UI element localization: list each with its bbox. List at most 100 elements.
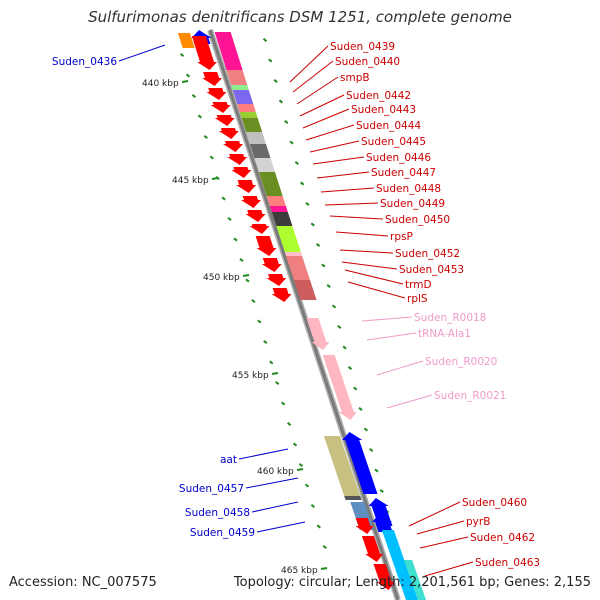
gene-label-reverse[interactable]: Suden_0446 <box>366 152 431 164</box>
gene-label-reverse[interactable]: Suden_0439 <box>330 41 395 53</box>
gene-label-reverse[interactable]: smpB <box>340 72 370 84</box>
gene-band-5[interactable] <box>239 112 258 118</box>
tick-dot <box>300 181 305 186</box>
gene-bar-suden-0436[interactable] <box>177 33 195 48</box>
label-leader <box>292 60 334 93</box>
gene-band-12[interactable] <box>269 206 288 212</box>
scale-label: 450 kbp <box>203 273 240 283</box>
gene-label-reverse[interactable]: Suden_0450 <box>385 214 450 226</box>
gene-label-reverse[interactable]: Suden_0442 <box>346 90 411 102</box>
gene-arrow-reverse-15[interactable] <box>266 274 287 286</box>
gene-band-14[interactable] <box>276 226 301 252</box>
label-leader <box>251 501 299 513</box>
gene-band-7[interactable] <box>246 132 266 144</box>
gene-label-reverse[interactable]: Suden_0463 <box>475 557 540 569</box>
label-leader <box>324 202 379 206</box>
gene-label-rna[interactable]: Suden_R0021 <box>434 390 506 402</box>
gene-label-forward[interactable]: Suden_0458 <box>185 507 250 519</box>
rna-arrow-0[interactable] <box>306 318 330 350</box>
scale-tick <box>271 372 279 375</box>
gene-label-reverse[interactable]: Suden_0462 <box>470 532 535 544</box>
tick-dot <box>321 263 326 268</box>
gene-arrow-reverse-9[interactable] <box>236 180 257 193</box>
gene-label-reverse[interactable]: Suden_0449 <box>380 198 445 210</box>
gene-label-forward[interactable]: aat <box>220 454 237 466</box>
gene-arrow-suden-0460[interactable] <box>355 518 374 534</box>
scale-tick <box>242 274 250 277</box>
gene-band-0[interactable] <box>214 32 243 70</box>
gene-arrow-reverse-1[interactable] <box>202 72 223 86</box>
gene-band-2[interactable] <box>231 85 249 90</box>
gene-band-11[interactable] <box>266 196 286 206</box>
gene-label-reverse[interactable]: Suden_0447 <box>371 167 436 179</box>
gene-label-forward[interactable]: Suden_0459 <box>190 527 255 539</box>
gene-band-17[interactable] <box>293 280 317 300</box>
gene-arrow-reverse-2[interactable] <box>206 88 227 100</box>
tick-dot <box>294 161 299 165</box>
label-leader <box>289 45 329 83</box>
gene-arrow-reverse-8[interactable] <box>231 167 252 178</box>
gene-arrow-reverse-5[interactable] <box>218 128 239 139</box>
gene-arrow-pyrb[interactable] <box>361 536 384 562</box>
gene-band-8[interactable] <box>250 144 271 158</box>
gene-label-rna[interactable]: Suden_R0020 <box>425 356 497 368</box>
gene-band-13[interactable] <box>271 212 293 226</box>
gene-label-reverse[interactable]: Suden_0444 <box>356 120 421 132</box>
gene-label-forward[interactable]: Suden_0436 <box>52 56 117 68</box>
label-leader <box>376 360 424 376</box>
gene-arrow-reverse-10[interactable] <box>240 196 261 208</box>
gene-label-reverse[interactable]: Suden_0443 <box>351 104 416 116</box>
gene-bar-aat[interactable] <box>323 436 361 496</box>
gene-arrow-reverse-11[interactable] <box>245 210 266 222</box>
label-leader <box>245 477 299 489</box>
scale-label: 465 kbp <box>281 566 318 576</box>
tick-dot <box>298 463 304 467</box>
gene-band-teal[interactable] <box>404 560 426 600</box>
gene-band-9[interactable] <box>254 158 275 172</box>
gene-label-reverse[interactable]: Suden_0440 <box>335 56 400 68</box>
tick-dot <box>310 222 315 227</box>
gene-band-10[interactable] <box>258 172 283 196</box>
gene-arrow-aat[interactable] <box>342 432 378 494</box>
gene-arrow-reverse-12[interactable] <box>249 224 270 234</box>
gene-arrow-reverse-7[interactable] <box>227 154 248 165</box>
gene-label-reverse[interactable]: Suden_0452 <box>395 248 460 260</box>
gene-band-6[interactable] <box>241 118 263 132</box>
tick-dot <box>197 114 202 119</box>
gene-band-3[interactable] <box>232 90 254 104</box>
gene-label-reverse[interactable]: Suden_0460 <box>462 497 527 509</box>
gene-band-4[interactable] <box>237 104 256 112</box>
gene-band-1[interactable] <box>226 70 248 85</box>
gene-label-reverse[interactable]: Suden_0448 <box>376 183 441 195</box>
gene-band-cyan[interactable] <box>381 530 418 600</box>
gene-label-reverse[interactable]: Suden_0445 <box>361 136 426 148</box>
label-leader <box>256 521 306 533</box>
gene-label-reverse[interactable]: pyrB <box>466 516 490 528</box>
gene-arrow-reverse-4[interactable] <box>214 115 235 126</box>
tick-dot <box>268 58 273 63</box>
gene-label-reverse[interactable]: rplS <box>407 293 428 305</box>
gene-label-reverse[interactable]: Suden_0453 <box>399 264 464 276</box>
gene-label-reverse[interactable]: rpsP <box>390 231 413 243</box>
gene-band-15[interactable] <box>284 252 303 256</box>
gene-label-forward[interactable]: Suden_0457 <box>179 483 244 495</box>
gene-arrow-reverse-6[interactable] <box>223 141 243 152</box>
gene-arrow-reverse-16[interactable] <box>271 288 292 302</box>
gene-arrow-reverse-3[interactable] <box>210 102 231 113</box>
gene-arrow-suden-0462[interactable] <box>373 564 395 590</box>
gene-arrow-reverse-14[interactable] <box>261 258 282 272</box>
tick-dot <box>310 504 316 508</box>
gene-features[interactable] <box>177 30 426 600</box>
gene-label-reverse[interactable]: trmD <box>405 279 432 291</box>
gene-arrow-reverse-0[interactable] <box>191 36 218 70</box>
rna-arrow-1[interactable] <box>322 355 357 420</box>
gene-band-16[interactable] <box>286 256 310 280</box>
gene-bar-aat-end[interactable] <box>344 496 362 500</box>
genome-backbone <box>207 29 401 600</box>
gene-arrow-reverse-13[interactable] <box>255 236 277 256</box>
gene-arrow-suden-0461[interactable] <box>372 514 393 532</box>
gene-label-rna[interactable]: Suden_R0018 <box>414 312 486 324</box>
gene-label-rna[interactable]: tRNA-Ala1 <box>418 328 471 340</box>
tick-dot <box>245 278 250 283</box>
